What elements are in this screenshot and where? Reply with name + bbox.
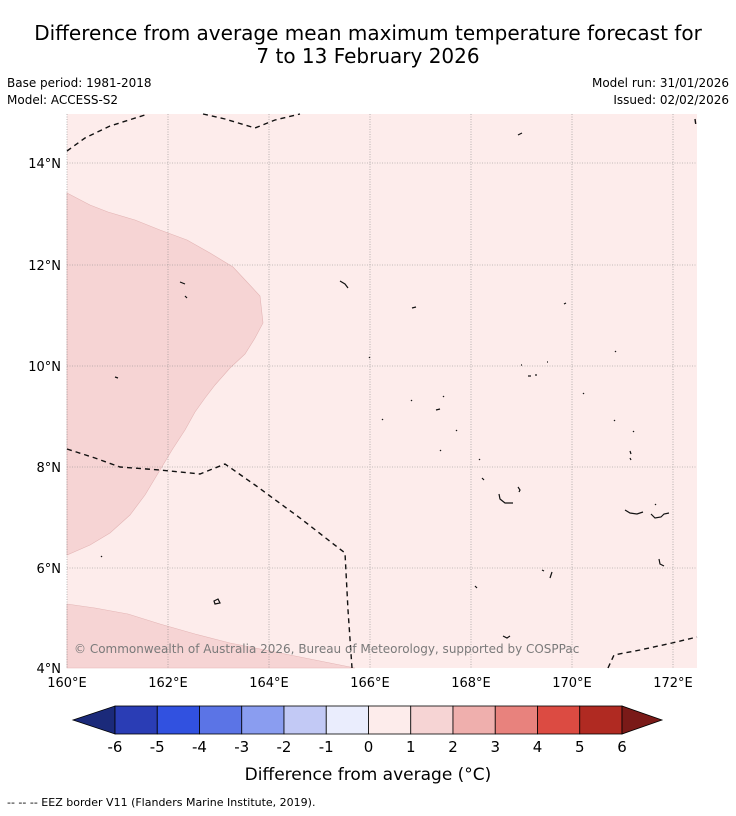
model-name: Model: ACCESS-S2 (7, 93, 119, 107)
footer-note: -- -- -- EEZ border V11 (Flanders Marine… (7, 796, 316, 809)
chart-title: Difference from average mean maximum tem… (0, 22, 736, 68)
colorbar-segment (283, 705, 327, 735)
lat-label: 8°N (37, 461, 62, 476)
colorbar-tick-label: 3 (490, 738, 500, 756)
title-line-2: 7 to 13 February 2026 (256, 44, 480, 68)
issued-date: Issued: 02/02/2026 (613, 93, 729, 107)
colorbar-segment (494, 705, 538, 735)
lat-label: 12°N (28, 259, 61, 274)
longitude-labels: 160°E 162°E 164°E 166°E 168°E 170°E 172°… (47, 676, 693, 691)
lon-label: 168°E (451, 676, 491, 691)
lat-label: 4°N (37, 662, 62, 677)
lat-label: 14°N (28, 157, 61, 172)
colorbar-tick-label: 4 (533, 738, 543, 756)
colorbar-segment (410, 705, 454, 735)
meta-right: Model run: 31/01/2026 Issued: 02/02/2026 (592, 75, 729, 109)
colorbar-segment (579, 705, 623, 735)
colorbar-title: Difference from average (°C) (245, 765, 492, 785)
colorbar-tick-label: -5 (150, 738, 165, 756)
lon-label: 166°E (350, 676, 390, 691)
gridlines (66, 114, 697, 668)
colorbar-segment (241, 705, 285, 735)
colorbar-extend-high (621, 705, 664, 735)
lon-label: 160°E (47, 676, 87, 691)
lon-label: 162°E (148, 676, 188, 691)
meta-left: Base period: 1981-2018 Model: ACCESS-S2 (7, 75, 152, 109)
copyright-text: © Commonwealth of Australia 2026, Bureau… (74, 642, 579, 656)
colorbar-tick-label: 1 (406, 738, 416, 756)
model-run: Model run: 31/01/2026 (591, 76, 729, 90)
colorbar-segment (368, 705, 412, 735)
colorbar-extend-low (71, 705, 116, 735)
lon-label: 170°E (552, 676, 592, 691)
islands (100, 132, 670, 639)
colorbar-tick-label: 6 (617, 738, 627, 756)
title-line-1: Difference from average mean maximum tem… (34, 21, 702, 45)
eez-borders (66, 113, 698, 669)
colorbar-tick-label: -6 (108, 738, 123, 756)
colorbar-ticks: -6 -5 -4 -3 -2 -1 0 1 2 3 4 5 6 (108, 738, 627, 756)
colorbar-tick-label: -2 (277, 738, 292, 756)
lon-label: 172°E (653, 676, 693, 691)
colorbar-segment (325, 705, 369, 735)
lat-label: 10°N (28, 360, 61, 375)
colorbar-tick-label: -4 (192, 738, 207, 756)
latitude-labels: 14°N 12°N 10°N 8°N 6°N 4°N (28, 157, 61, 677)
warm-region-south (66, 603, 356, 669)
base-period: Base period: 1981-2018 (7, 76, 152, 90)
colorbar-tick-label: -1 (319, 738, 334, 756)
colorbar-tick-label: 2 (448, 738, 458, 756)
warm-region-west (66, 192, 264, 556)
colorbar (71, 705, 664, 735)
colorbar-segment (156, 705, 200, 735)
colorbar-tick-label: -3 (234, 738, 249, 756)
colorbar-segment (199, 705, 243, 735)
colorbar-tick-label: 0 (364, 738, 374, 756)
lat-label: 6°N (37, 562, 62, 577)
colorbar-segment (114, 705, 158, 735)
colorbar-segment (537, 705, 581, 735)
colorbar-segment (452, 705, 496, 735)
lon-label: 164°E (249, 676, 289, 691)
colorbar-tick-label: 5 (575, 738, 585, 756)
